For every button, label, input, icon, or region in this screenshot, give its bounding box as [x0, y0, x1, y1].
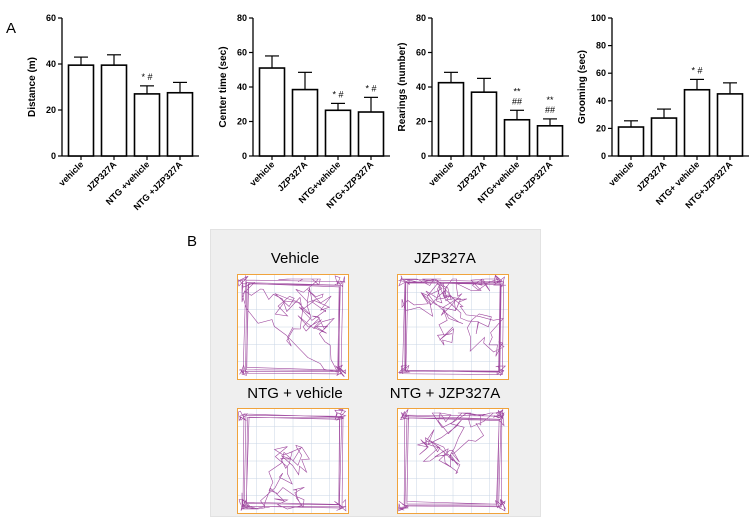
significance-label: * # [141, 72, 152, 82]
bar [503, 118, 531, 157]
y-axis-title: Grooming (sec) [577, 50, 588, 124]
x-tick-label: JZP327A [634, 159, 668, 193]
bar [166, 91, 194, 157]
y-tick-label: 80 [237, 13, 247, 23]
bar [536, 125, 564, 157]
y-axis-title: Center time (sec) [218, 46, 229, 127]
track-title-ntg-vehicle: NTG + vehicle [247, 385, 343, 402]
x-tick-label: vehicle [607, 159, 636, 188]
panel-b-label: B [187, 233, 198, 250]
significance-label: ## [512, 96, 522, 106]
bar [716, 93, 744, 157]
x-tick-label: vehicle [57, 159, 86, 188]
x-tick-label: vehicle [427, 159, 456, 188]
y-tick-label: 40 [237, 82, 247, 92]
significance-label: ** [546, 95, 554, 105]
y-tick-label: 0 [242, 151, 247, 161]
x-tick-label: JZP327A [454, 159, 488, 193]
y-tick-label: 60 [237, 48, 247, 58]
track-title-ntg-jzp327a: NTG + JZP327A [389, 385, 501, 402]
bar [133, 93, 161, 157]
y-tick-label: 40 [416, 82, 426, 92]
significance-label: * # [691, 65, 702, 75]
bar [683, 88, 711, 157]
arena-jzp327a [397, 274, 509, 380]
y-tick-label: 0 [51, 151, 56, 161]
arena-ntg-jzp327a [397, 408, 509, 514]
x-tick-label: JZP327A [275, 159, 309, 193]
track-title-vehicle: Vehicle [270, 250, 320, 267]
significance-label: * # [332, 89, 343, 99]
significance-label: ** [513, 86, 521, 96]
y-tick-label: 40 [596, 96, 606, 106]
y-tick-label: 100 [591, 13, 606, 23]
y-tick-label: 40 [46, 59, 56, 69]
significance-label: * # [365, 83, 376, 93]
bar [324, 109, 352, 157]
y-axis-title: Rearings (number) [397, 43, 408, 132]
bar [357, 111, 385, 157]
y-tick-label: 20 [237, 117, 247, 127]
bar [437, 81, 465, 157]
y-tick-label: 80 [596, 41, 606, 51]
panel-a-label: A [6, 20, 17, 37]
y-tick-label: 0 [421, 151, 426, 161]
x-tick-label: vehicle [248, 159, 277, 188]
y-tick-label: 80 [416, 13, 426, 23]
y-tick-label: 20 [596, 123, 606, 133]
significance-label: ## [545, 105, 555, 115]
y-axis-title: Distance (m) [27, 57, 38, 117]
bar [258, 67, 286, 157]
bar [100, 64, 128, 157]
y-tick-label: 60 [416, 48, 426, 58]
bar [67, 64, 95, 157]
track-title-jzp327a: JZP327A [414, 250, 476, 267]
arena-ntg-vehicle [237, 408, 349, 514]
y-tick-label: 0 [601, 151, 606, 161]
x-tick-label: JZP327A [84, 159, 118, 193]
arena-vehicle [237, 274, 349, 380]
bar [291, 88, 319, 157]
bar [470, 91, 498, 157]
y-tick-label: 20 [46, 105, 56, 115]
y-tick-label: 60 [596, 68, 606, 78]
track-panel-b: Vehicle JZP327A NTG + vehicle NTG + JZP3… [210, 229, 541, 517]
bar [617, 126, 645, 157]
bar [650, 117, 678, 157]
y-tick-label: 20 [416, 117, 426, 127]
y-tick-label: 60 [46, 13, 56, 23]
